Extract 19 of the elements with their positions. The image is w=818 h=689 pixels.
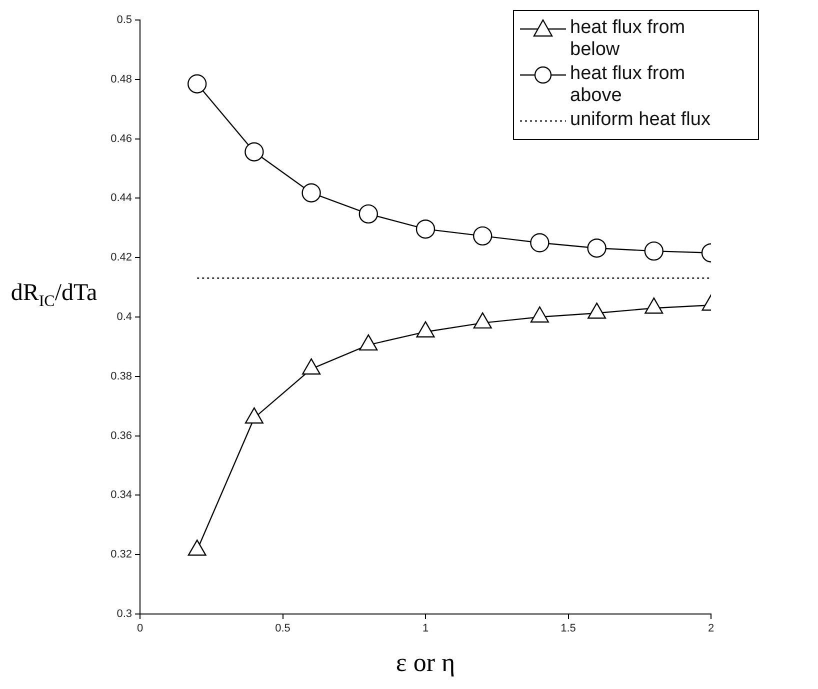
y-tick-label: 0.44: [110, 192, 132, 204]
x-tick-label: 0.5: [275, 622, 290, 635]
y-tick-label: 0.36: [110, 430, 132, 442]
y-axis-title: dR$_{IC}$/dTa: [10, 280, 98, 311]
legend-label: uniform heat flux: [570, 109, 710, 131]
y-tick-label: 0.38: [110, 370, 132, 382]
y-tick-label: 0.46: [110, 132, 132, 145]
y-tick-label: 0.34: [110, 489, 132, 502]
x-tick-label: 1.5: [560, 622, 576, 635]
x-tick-label: 1: [422, 622, 429, 635]
x-tick-label: 0: [136, 622, 144, 635]
y-tick-label: 0.3: [116, 608, 132, 620]
y-tick-label: 0.32: [110, 548, 132, 561]
y-tick-label: 0.4: [116, 311, 132, 324]
y-tick-label: 0.5: [116, 14, 132, 26]
y-tick-label: 0.48: [110, 73, 132, 86]
x-tick-label: 2: [708, 622, 714, 635]
y-tick-label: 0.42: [110, 252, 132, 264]
x-axis-title: ε or η: [394, 648, 456, 678]
